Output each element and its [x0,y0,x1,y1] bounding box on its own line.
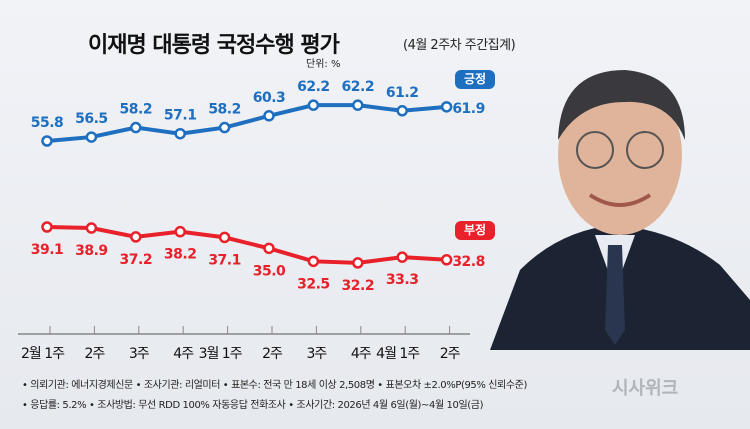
x-tick-label: 4월 1주 [376,346,420,362]
chart-title: 이재명 대통령 국정수행 평가 [88,33,340,58]
survey-info-2: • 응답률: 5.2% • 조사방법: 무선 RDD 100% 자동응답 전화조… [22,400,484,411]
data-label: 57.1 [164,108,197,124]
data-label: 32.8 [452,254,485,270]
unit-label: 단위: % [306,59,341,70]
data-point [41,221,53,233]
data-point [440,254,453,266]
data-point [352,99,364,111]
x-tick-label: 4주 [351,346,372,362]
x-tick-label: 2월 1주 [21,346,65,362]
data-point [218,231,231,244]
data-point [440,101,453,113]
data-point [396,251,408,263]
data-label: 35.0 [253,263,286,279]
data-point [352,257,364,269]
data-label: 37.2 [120,252,153,268]
legend-negative: 부정 [455,221,495,240]
survey-info-1: • 의뢰기관: 에너지경제신문 • 조사기관: 리얼미터 • 표본수: 전국 만… [22,380,527,391]
data-point [396,105,408,117]
data-point [174,225,186,238]
series-line-1 [46,225,447,265]
data-label: 62.2 [342,79,375,95]
data-label: 62.2 [297,79,330,95]
data-label: 61.2 [386,85,419,101]
data-label: 38.9 [75,243,108,259]
x-tick-label: 2주 [262,346,283,362]
data-label: 33.3 [386,272,419,288]
data-label: 60.3 [253,90,286,106]
data-point [174,127,186,140]
data-point [130,121,142,134]
data-label: 38.2 [164,247,197,263]
data-label: 32.2 [342,278,375,294]
data-point [263,110,275,122]
data-point [218,121,231,134]
data-point [307,99,320,111]
data-point [130,231,142,243]
data-point [85,222,98,234]
data-label: 39.1 [31,242,64,258]
sisaweek-logo: 시사위크 [612,378,679,399]
data-label: 58.2 [208,102,241,118]
chart-subtitle: (4월 2주차 주간집계) [403,38,516,53]
data-label: 56.5 [75,111,108,127]
data-label: 61.9 [452,101,485,117]
data-label: 37.1 [208,252,241,268]
president-photo [490,70,750,350]
data-label: 32.5 [297,276,330,292]
data-point [41,135,53,147]
data-point [263,242,275,255]
data-label: 58.2 [120,102,153,118]
x-tick-label: 2주 [85,346,106,362]
legend-positive: 긍정 [455,70,495,89]
data-point [307,255,320,268]
x-tick-label: 4주 [173,346,194,362]
series-line-0 [46,103,447,143]
data-point [85,131,98,143]
x-tick-label: 2주 [440,346,461,362]
x-tick-label: 3월 1주 [199,346,243,362]
data-label: 55.8 [31,115,64,131]
x-tick-label: 3주 [129,346,150,362]
x-tick-label: 3주 [307,346,328,362]
